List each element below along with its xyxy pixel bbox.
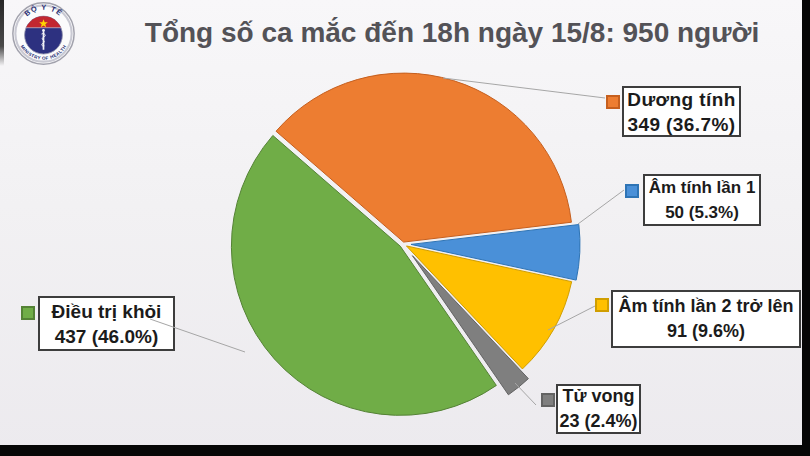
video-frame: Tổng số ca mắc đến 18h ngày 15/8: 950 ng… xyxy=(0,0,810,456)
callout-label: Âm tính lần 1 xyxy=(645,175,759,200)
legend-swatch-am-tinh-lan-1 xyxy=(625,184,639,198)
callout-dieu-tri-khoi: Điều trị khỏi 437 (46.0%) xyxy=(38,296,175,351)
callout-label: Điều trị khỏi xyxy=(40,299,173,324)
callout-label: Tử vong xyxy=(558,384,639,409)
callout-value: 91 (9.6%) xyxy=(613,319,799,344)
callout-am-tinh-lan-2: Âm tính lần 2 trở lên 91 (9.6%) xyxy=(611,290,801,348)
callout-value: 50 (5.3%) xyxy=(645,200,759,225)
callout-value: 23 (2.4%) xyxy=(558,409,639,434)
callout-value: 437 (46.0%) xyxy=(40,324,173,349)
legend-swatch-dieu-tri-khoi xyxy=(21,306,35,320)
legend-swatch-tu-vong xyxy=(541,393,555,407)
callout-value: 349 (36.7%) xyxy=(624,112,739,137)
bottom-black-bar xyxy=(0,445,810,456)
pie-chart xyxy=(0,0,810,456)
callout-am-tinh-lan-1: Âm tính lần 1 50 (5.3%) xyxy=(643,174,761,226)
legend-swatch-am-tinh-lan-2 xyxy=(595,298,609,312)
right-black-bar xyxy=(802,0,810,456)
callout-duong-tinh: Dương tính 349 (36.7%) xyxy=(622,86,741,137)
legend-swatch-duong-tinh xyxy=(606,95,620,109)
callout-label: Âm tính lần 2 trở lên xyxy=(613,294,799,319)
callout-label: Dương tính xyxy=(624,87,739,112)
left-edge-bar xyxy=(0,0,4,66)
callout-tu-vong: Tử vong 23 (2.4%) xyxy=(556,384,641,434)
